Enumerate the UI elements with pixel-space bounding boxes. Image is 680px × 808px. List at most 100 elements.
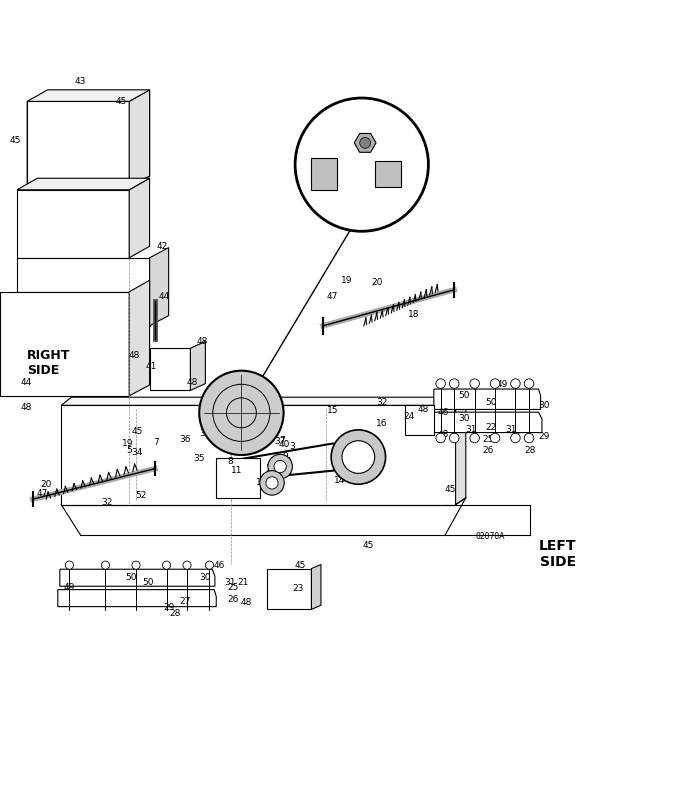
Text: 21: 21 <box>238 578 249 587</box>
Text: 15: 15 <box>328 406 339 415</box>
Text: 36: 36 <box>180 435 190 444</box>
Text: 48: 48 <box>438 430 449 439</box>
Text: 39: 39 <box>381 136 392 145</box>
Text: 27: 27 <box>510 432 521 441</box>
Text: 30: 30 <box>539 401 549 410</box>
Polygon shape <box>150 247 169 326</box>
Polygon shape <box>60 570 215 587</box>
Polygon shape <box>190 342 205 390</box>
Text: 45: 45 <box>10 136 20 145</box>
Circle shape <box>511 379 520 389</box>
Circle shape <box>436 433 445 443</box>
Text: 12: 12 <box>256 478 267 486</box>
Text: 34: 34 <box>132 448 143 457</box>
Text: 18: 18 <box>408 309 419 318</box>
Polygon shape <box>58 590 216 607</box>
Text: 48: 48 <box>20 403 31 412</box>
Polygon shape <box>0 292 129 396</box>
Circle shape <box>65 561 73 570</box>
Text: 23: 23 <box>292 584 303 593</box>
Text: 22: 22 <box>486 423 496 432</box>
Text: 50: 50 <box>143 578 154 587</box>
Text: 30: 30 <box>458 415 469 423</box>
Circle shape <box>524 433 534 443</box>
Text: 8: 8 <box>227 457 233 465</box>
Polygon shape <box>27 90 150 185</box>
Circle shape <box>470 433 479 443</box>
Text: 45: 45 <box>132 427 143 436</box>
Polygon shape <box>311 565 321 609</box>
Polygon shape <box>17 190 129 258</box>
Circle shape <box>101 561 109 570</box>
Circle shape <box>470 379 479 389</box>
Text: 7: 7 <box>154 438 159 447</box>
Text: 10: 10 <box>250 443 260 452</box>
Text: 16: 16 <box>377 419 388 427</box>
Circle shape <box>331 430 386 484</box>
Text: 7: 7 <box>279 436 285 445</box>
Text: 42: 42 <box>156 242 167 250</box>
Text: 37: 37 <box>275 437 286 446</box>
Text: 45: 45 <box>295 562 306 570</box>
Text: 32: 32 <box>102 498 113 507</box>
Polygon shape <box>61 398 466 406</box>
Text: 2: 2 <box>222 418 227 427</box>
Text: 46: 46 <box>214 561 224 570</box>
Text: 17: 17 <box>382 116 393 125</box>
Circle shape <box>295 98 428 231</box>
Text: 31: 31 <box>465 425 476 435</box>
Text: 27: 27 <box>180 596 190 606</box>
Text: 19: 19 <box>122 439 133 448</box>
Text: 13: 13 <box>355 442 366 451</box>
Text: 48: 48 <box>241 598 252 607</box>
Text: 52: 52 <box>136 491 147 500</box>
Circle shape <box>436 379 445 389</box>
Polygon shape <box>129 280 150 396</box>
Circle shape <box>490 379 500 389</box>
Polygon shape <box>17 258 150 326</box>
Circle shape <box>490 433 500 443</box>
Polygon shape <box>375 162 401 187</box>
Circle shape <box>260 470 284 495</box>
Polygon shape <box>354 133 376 152</box>
Polygon shape <box>129 90 150 185</box>
Text: 35: 35 <box>193 454 204 463</box>
Text: 31: 31 <box>224 578 235 587</box>
Text: 44: 44 <box>20 378 31 387</box>
Circle shape <box>132 561 140 570</box>
Text: 46: 46 <box>438 408 449 418</box>
Circle shape <box>199 371 284 455</box>
Text: 48: 48 <box>186 378 197 387</box>
Polygon shape <box>432 412 542 432</box>
Circle shape <box>183 561 191 570</box>
Text: LEFT
SIDE: LEFT SIDE <box>539 538 577 569</box>
Polygon shape <box>27 90 150 101</box>
Text: 47: 47 <box>37 490 48 499</box>
Text: 38: 38 <box>295 146 306 155</box>
Text: 20: 20 <box>372 279 383 288</box>
Polygon shape <box>267 569 311 609</box>
Text: 32: 32 <box>377 398 388 407</box>
Polygon shape <box>405 406 434 435</box>
Polygon shape <box>17 179 150 190</box>
Text: 11: 11 <box>231 466 242 475</box>
Circle shape <box>524 379 534 389</box>
Text: 26: 26 <box>227 595 238 604</box>
Text: 49: 49 <box>496 381 507 389</box>
Polygon shape <box>434 389 541 410</box>
Circle shape <box>163 561 171 570</box>
Text: 28: 28 <box>170 609 181 618</box>
Text: 48: 48 <box>418 405 428 414</box>
Circle shape <box>205 561 214 570</box>
Text: 48: 48 <box>129 351 140 360</box>
Text: 29: 29 <box>163 604 174 612</box>
Text: RIGHT
SIDE: RIGHT SIDE <box>27 349 71 377</box>
Text: 19: 19 <box>341 276 352 284</box>
Circle shape <box>449 379 459 389</box>
Text: 49: 49 <box>64 583 75 592</box>
Text: 20: 20 <box>41 480 52 489</box>
Text: 48: 48 <box>197 337 208 346</box>
Polygon shape <box>150 348 190 390</box>
Text: 44: 44 <box>159 292 170 301</box>
Polygon shape <box>129 179 150 258</box>
